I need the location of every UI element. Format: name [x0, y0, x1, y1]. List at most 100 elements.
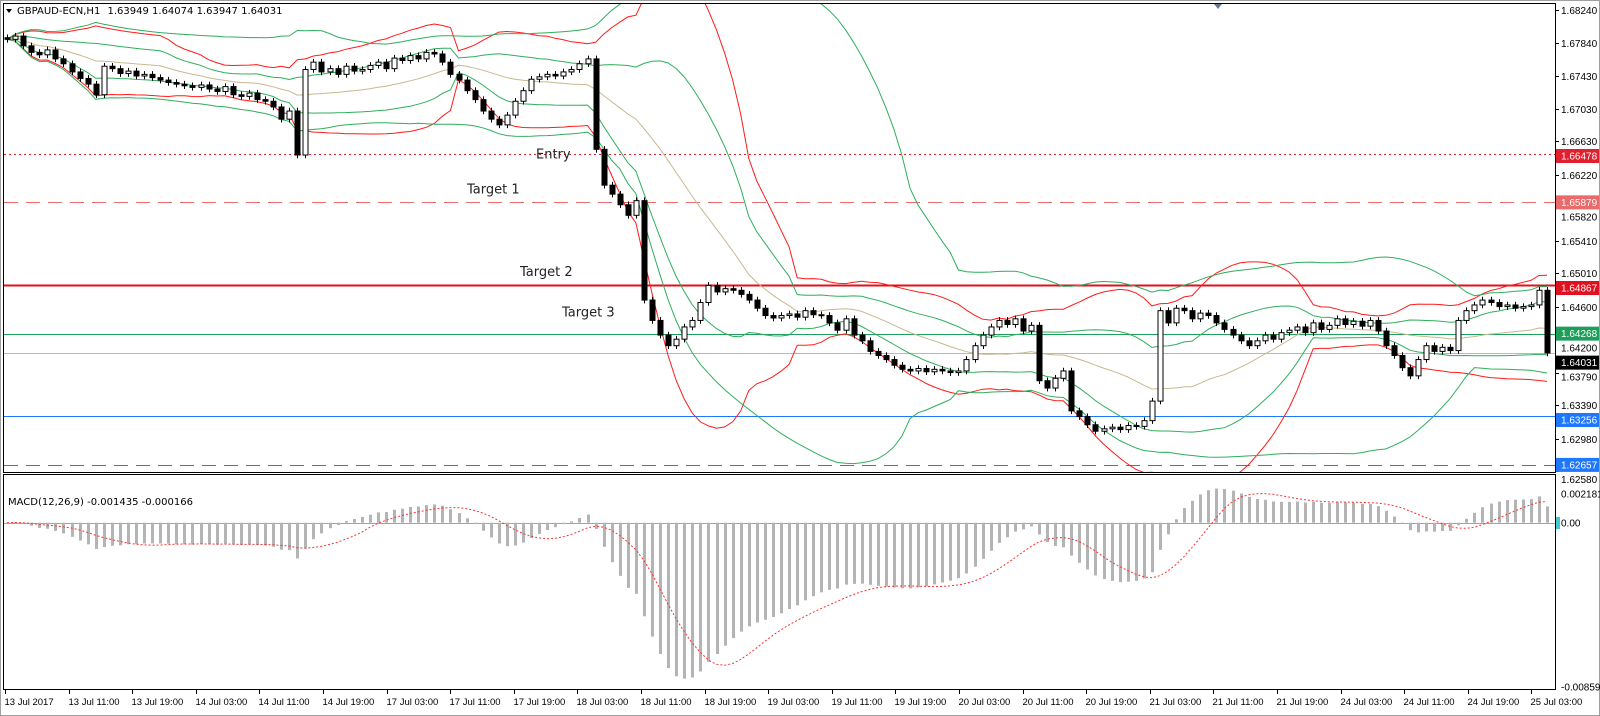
candle-body-up: [1052, 377, 1059, 389]
candle: [359, 66, 366, 75]
candle-body-down: [52, 49, 59, 60]
macd-bar: [474, 522, 477, 525]
candle-body-down: [810, 310, 817, 316]
price-tag-label: 1.64867: [1561, 284, 1598, 295]
bb-inner-middle: [6, 37, 1548, 390]
macd-bar: [1288, 501, 1291, 523]
candle: [794, 310, 801, 321]
candle: [206, 81, 213, 93]
time-tick-label: 14 Jul 19:00: [323, 697, 375, 708]
candle: [423, 49, 430, 63]
candle: [1246, 337, 1253, 349]
candle: [867, 337, 874, 355]
bb-wide-lower: [6, 38, 1548, 465]
candle-body-up: [722, 288, 729, 293]
time-axis[interactable]: 13 Jul 2017 13 Jul 11:00 13 Jul 19:00 14 Ju…: [5, 690, 1583, 708]
bollinger-bands: [6, 4, 1548, 472]
candle-body-down: [1318, 322, 1325, 330]
candle-body-down: [278, 106, 285, 120]
macd-bar: [417, 506, 420, 523]
macd-bar: [1377, 506, 1380, 523]
candle: [198, 81, 205, 91]
candle: [496, 115, 503, 129]
time-tick-label: 21 Jul 11:00: [1213, 697, 1264, 708]
macd-pane[interactable]: [3, 474, 1556, 690]
candle-body-down: [206, 84, 213, 90]
price-axis[interactable]: 1.68240 1.67840 1.67430 1.67030 1.66630 1.662…: [1555, 6, 1600, 694]
macd-bar: [1183, 507, 1186, 523]
candle-body-up: [568, 68, 575, 73]
candle: [1278, 329, 1285, 343]
candle-body-up: [1367, 319, 1374, 327]
candle-body-down: [230, 86, 237, 96]
macd-bar: [337, 522, 340, 526]
candle-body-down: [214, 88, 221, 92]
time-tick-label: 20 Jul 19:00: [1086, 697, 1138, 708]
candle: [1375, 317, 1382, 335]
horizontal-levels: [4, 154, 1555, 466]
candle: [1350, 317, 1357, 328]
time-tick-label: 18 Jul 19:00: [705, 697, 757, 708]
candle-body-up: [1262, 334, 1269, 342]
candle-body-down: [1447, 346, 1454, 352]
candle-body-up: [915, 368, 922, 372]
candle-body-up: [528, 78, 535, 92]
candle-body-down: [609, 184, 616, 195]
candle: [1012, 315, 1019, 328]
price-tag: [1556, 195, 1599, 210]
candle-body-down: [1230, 328, 1237, 336]
candle: [939, 366, 946, 375]
macd-bar: [1223, 488, 1226, 523]
candle: [165, 76, 172, 86]
macd-bar: [1006, 522, 1009, 538]
candle: [302, 66, 309, 159]
candle-body-down: [552, 73, 559, 77]
candle: [738, 287, 745, 298]
macd-bar: [1498, 501, 1501, 523]
candle: [585, 55, 592, 68]
candle-body-down: [149, 73, 156, 79]
candle: [722, 285, 729, 296]
candle: [246, 89, 253, 100]
candle: [875, 348, 882, 359]
price-tick-label: 1.62980: [1561, 435, 1598, 446]
macd-bar: [1264, 499, 1267, 523]
price-pane[interactable]: [3, 3, 1556, 473]
price-tag: [1556, 457, 1599, 472]
collapse-triangle-icon[interactable]: [6, 9, 12, 13]
candle-body-down: [851, 318, 858, 336]
candle-body-down: [383, 61, 390, 70]
candle-body-down: [1302, 326, 1309, 334]
macd-bar: [949, 522, 952, 581]
candle: [1117, 423, 1124, 433]
macd-bar: [974, 522, 977, 567]
macd-bar: [1094, 522, 1097, 576]
candle: [44, 46, 51, 59]
time-tick-label: 20 Jul 03:00: [959, 697, 1011, 708]
candle-body-up: [1455, 319, 1462, 352]
macd-bar: [748, 522, 751, 627]
macd-bar: [191, 522, 194, 545]
time-tick-label: 19 Jul 11:00: [832, 697, 883, 708]
macd-bar: [466, 518, 469, 523]
candle: [1004, 317, 1011, 328]
candle-body-down: [875, 350, 882, 356]
candle: [181, 80, 188, 90]
macd-bar: [232, 522, 235, 545]
candle-body-up: [963, 359, 970, 372]
candle: [681, 323, 688, 343]
candle-body-up: [1350, 320, 1357, 326]
candle: [351, 62, 358, 75]
candle-body-up: [367, 64, 374, 70]
candle: [464, 76, 471, 94]
time-tick-label: 24 Jul 11:00: [1404, 697, 1455, 708]
candle: [1044, 377, 1051, 392]
candle-body-down: [1221, 322, 1228, 330]
candle-body-up: [512, 100, 519, 116]
macd-bar: [256, 522, 259, 545]
chart-shift-marker-icon[interactable]: [1214, 4, 1222, 9]
candle-body-down: [189, 85, 196, 88]
candle-body-up: [246, 92, 253, 97]
macd-indicator: [4, 488, 1555, 679]
